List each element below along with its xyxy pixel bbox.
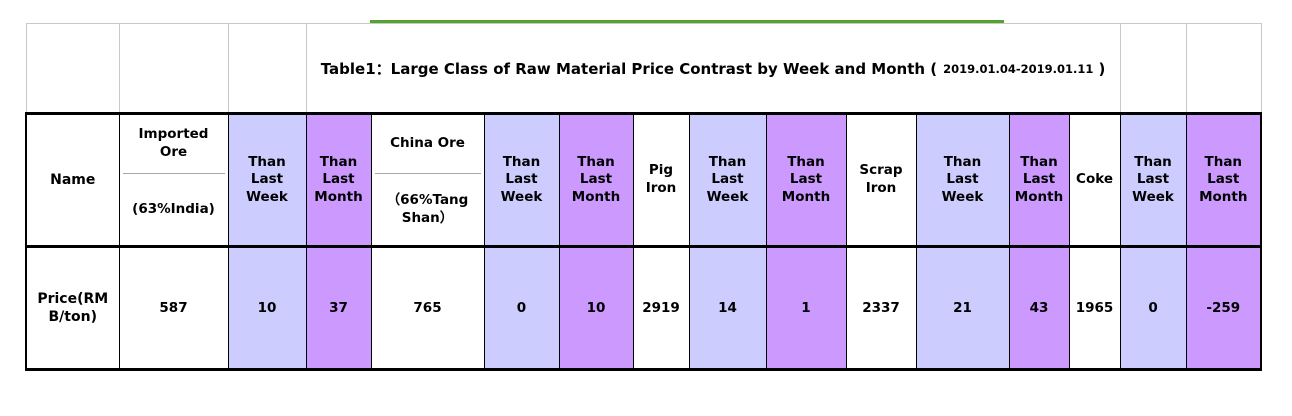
row-label-price: Price(RMB/ton) [25, 246, 120, 371]
table-title-text: Table1：Large Class of Raw Material Price… [320, 59, 938, 78]
header-imported-ore-title: Imported Ore [138, 126, 209, 160]
header-china-ore-title: China Ore [390, 135, 465, 152]
cell-scrap-iron-week: 21 [915, 246, 1010, 371]
header-china-ore: China Ore （66%TangShan） [370, 112, 485, 248]
cell-imported-ore-week: 10 [227, 246, 307, 371]
header-coke: Coke [1068, 112, 1121, 248]
price-row: Price(RMB/ton) 587 10 37 765 0 10 2919 1… [25, 246, 1263, 371]
header-pig-iron-than-last-month: Than Last Month [765, 112, 847, 248]
header-row: Name Imported Ore (63%India) Than Last W… [25, 112, 1263, 248]
header-name: Name [25, 112, 120, 248]
title-row: Table1：Large Class of Raw Material Price… [25, 23, 1262, 114]
cell-coke-month: -259 [1185, 246, 1263, 371]
green-divider-line [370, 20, 1004, 24]
header-scrap-iron-than-last-month: Than Last Month [1008, 112, 1070, 248]
cell-scrap-iron-price: 2337 [845, 246, 917, 371]
cell-china-ore-week: 0 [483, 246, 560, 371]
title-empty-cell [1119, 23, 1187, 114]
header-china-ore-than-last-week: Than Last Week [483, 112, 560, 248]
header-pig-iron-than-last-week: Than Last Week [688, 112, 767, 248]
table-title-cell: Table1：Large Class of Raw Material Price… [305, 23, 1121, 114]
header-imported-ore-than-last-week: Than Last Week [227, 112, 307, 248]
cell-imported-ore-month: 37 [305, 246, 372, 371]
raw-material-price-table: Table1：Large Class of Raw Material Price… [25, 23, 1263, 371]
header-china-ore-sub: （66%TangShan） [386, 191, 469, 226]
cell-china-ore-price: 765 [370, 246, 485, 371]
header-scrap-iron-than-last-week: Than Last Week [915, 112, 1010, 248]
cell-pig-iron-price: 2919 [632, 246, 690, 371]
header-imported-ore-than-last-month: Than Last Month [305, 112, 372, 248]
title-empty-cell [1185, 23, 1262, 114]
title-empty-cell [227, 23, 307, 114]
header-coke-than-last-month: Than Last Month [1185, 112, 1263, 248]
cell-imported-ore-price: 587 [118, 246, 229, 371]
header-scrap-iron: Scrap Iron [845, 112, 917, 248]
header-pig-iron: Pig Iron [632, 112, 690, 248]
cell-coke-week: 0 [1119, 246, 1187, 371]
header-imported-ore-sub: (63%India) [132, 200, 215, 217]
cell-scrap-iron-month: 43 [1008, 246, 1070, 371]
table-title-date-range: 2019.01.04-2019.01.11 [943, 61, 1094, 76]
title-empty-cell [25, 23, 120, 114]
cell-pig-iron-week: 14 [688, 246, 767, 371]
header-coke-than-last-week: Than Last Week [1119, 112, 1187, 248]
title-empty-cell [118, 23, 229, 114]
table-title-close-paren: ) [1098, 59, 1106, 78]
cell-pig-iron-month: 1 [765, 246, 847, 371]
header-china-ore-than-last-month: Than Last Month [558, 112, 634, 248]
cell-coke-price: 1965 [1068, 246, 1121, 371]
cell-china-ore-month: 10 [558, 246, 634, 371]
header-imported-ore: Imported Ore (63%India) [118, 112, 229, 248]
